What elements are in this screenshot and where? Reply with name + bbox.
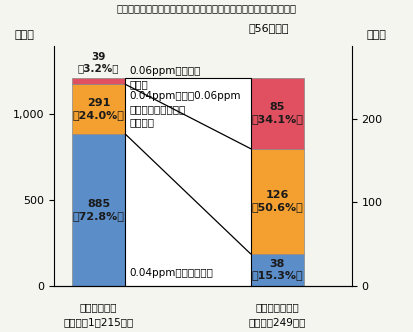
Text: 38
（15.3%）: 38 （15.3%） <box>251 259 302 281</box>
Text: 測定局（249局）: 測定局（249局） <box>248 317 305 327</box>
Bar <box>250 149 304 254</box>
Text: 一般環境大気: 一般環境大気 <box>80 302 117 312</box>
Text: 測定局（1，215局）: 測定局（1，215局） <box>63 317 133 327</box>
Text: （局）: （局） <box>366 30 386 40</box>
Text: 39
（3.2%）: 39 （3.2%） <box>78 52 119 73</box>
Text: 126
（50.6%）: 126 （50.6%） <box>251 191 302 212</box>
Text: （一般環境大気測定局と自動車排出ガス測定局における測定結果）: （一般環境大気測定局と自動車排出ガス測定局における測定結果） <box>117 3 296 13</box>
Text: 85
（34.1%）: 85 （34.1%） <box>251 102 303 124</box>
Bar <box>71 84 125 134</box>
Text: 自動車排出ガス: 自動車排出ガス <box>255 302 299 312</box>
Text: 0.06ppmを超える
測定局: 0.06ppmを超える 測定局 <box>130 66 201 89</box>
Bar <box>250 78 304 149</box>
Text: 885
（72.8%）: 885 （72.8%） <box>72 199 124 221</box>
Bar <box>125 78 250 286</box>
Text: －56年度－: －56年度－ <box>248 23 289 33</box>
Text: （局）: （局） <box>15 30 35 40</box>
Bar <box>71 78 125 84</box>
Bar <box>250 254 304 286</box>
Text: 0.04ppm未満の測定局: 0.04ppm未満の測定局 <box>130 268 213 278</box>
Text: 0.04ppmから〆0.06ppm
までのゾーン内にあ
る測定局: 0.04ppmから〆0.06ppm までのゾーン内にあ る測定局 <box>130 91 241 127</box>
Text: 291
（24.0%）: 291 （24.0%） <box>72 98 124 120</box>
Bar <box>71 134 125 286</box>
